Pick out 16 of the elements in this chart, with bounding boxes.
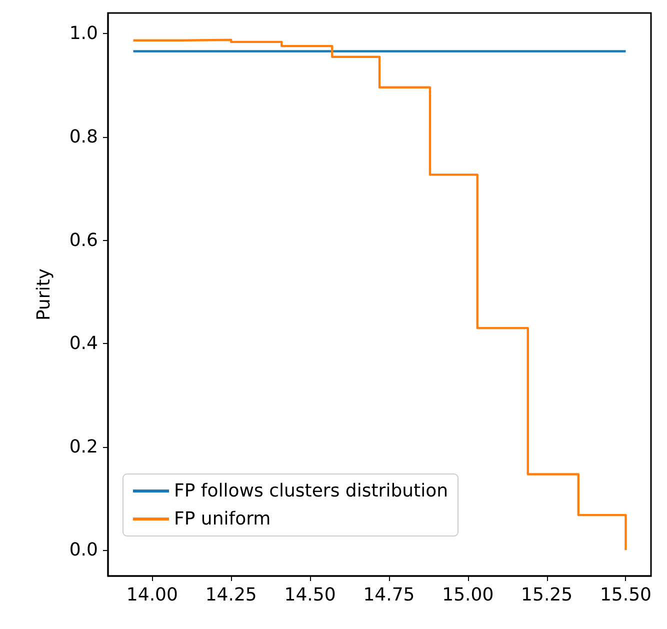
y-tick-label: 0.6 (69, 230, 98, 251)
y-tick-label: 0.8 (69, 126, 98, 148)
y-tick-label: 0.0 (69, 540, 98, 561)
legend-label: FP uniform (174, 508, 271, 530)
x-tick-label: 14.50 (284, 584, 336, 606)
legend-label: FP follows clusters distribution (174, 480, 448, 502)
x-tick-label: 15.50 (600, 584, 652, 606)
y-axis-title: Purity (34, 268, 54, 321)
x-tick-label: 14.25 (205, 584, 257, 606)
x-tick-label: 15.00 (442, 584, 494, 606)
x-tick-label: 14.75 (363, 584, 415, 606)
x-tick-label: 14.00 (126, 584, 178, 606)
y-tick-label: 0.4 (69, 333, 98, 354)
x-tick-label: 15.25 (521, 584, 573, 606)
y-tick-label: 1.0 (69, 23, 98, 44)
y-tick-label: 0.2 (69, 436, 98, 458)
